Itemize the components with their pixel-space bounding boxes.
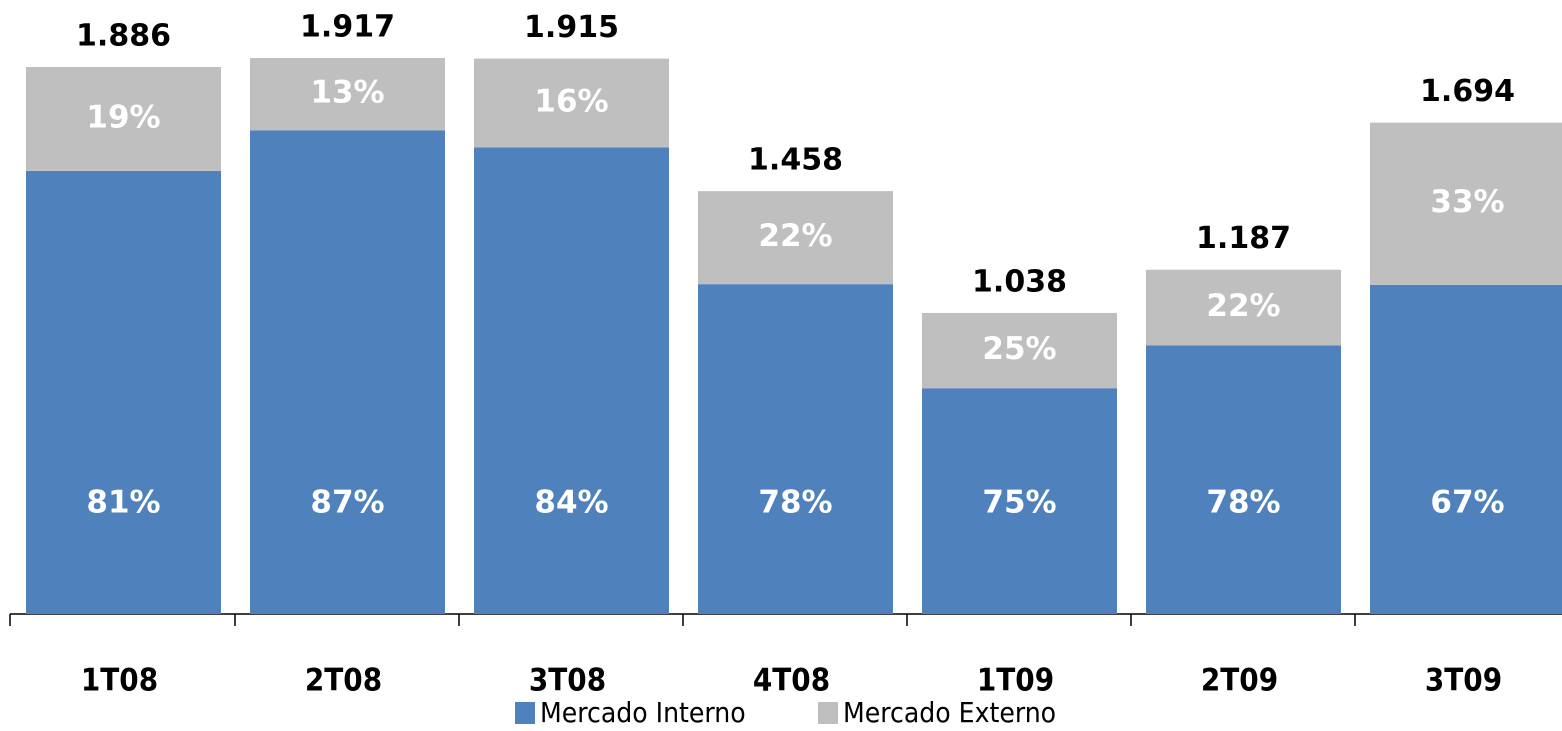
bar-segment	[250, 58, 445, 131]
data-label: 25%	[982, 331, 1056, 367]
bar-segment	[26, 170, 221, 614]
total-label: 1.886	[76, 18, 171, 53]
data-label: 67%	[1430, 485, 1504, 521]
bar-segment	[474, 147, 669, 614]
data-label: 81%	[86, 485, 160, 521]
bar-segment	[1146, 269, 1341, 346]
legend-swatch	[818, 702, 838, 724]
data-label: 22%	[1206, 288, 1280, 324]
bar-segment	[26, 66, 221, 171]
x-tick-label: 4T08	[753, 663, 830, 699]
legend-label: Mercado Interno	[540, 696, 746, 729]
total-label: 1.694	[1420, 74, 1515, 109]
legend-label: Mercado Externo	[843, 696, 1056, 729]
bar-segment	[922, 312, 1117, 389]
bar-segment	[1146, 345, 1341, 614]
data-label: 13%	[310, 75, 384, 111]
data-label: 16%	[534, 84, 608, 120]
total-label: 1.917	[300, 10, 395, 45]
total-label: 1.915	[524, 10, 619, 45]
total-label: 1.038	[972, 264, 1067, 299]
bar-segment	[1370, 284, 1562, 614]
bar-segment	[474, 58, 669, 148]
x-tick-label: 3T09	[1425, 663, 1502, 699]
data-label: 78%	[1206, 485, 1280, 521]
total-label: 1.187	[1196, 221, 1291, 256]
legend-swatch	[515, 702, 535, 724]
data-label: 87%	[310, 485, 384, 521]
bar-segment	[922, 388, 1117, 614]
x-tick-label: 1T09	[977, 663, 1054, 699]
bar-segment	[250, 130, 445, 614]
data-label: 33%	[1430, 184, 1504, 220]
data-label: 19%	[86, 99, 160, 135]
data-label: 84%	[534, 485, 608, 521]
bar-segment	[698, 284, 893, 614]
data-label: 75%	[982, 485, 1056, 521]
x-tick-label: 3T08	[529, 663, 606, 699]
data-label: 78%	[758, 485, 832, 521]
x-tick-label: 2T08	[305, 663, 382, 699]
total-label: 1.458	[748, 143, 843, 178]
x-tick-label: 1T08	[81, 663, 158, 699]
bar-segment	[1370, 122, 1562, 285]
bar-segment	[698, 191, 893, 285]
x-tick-label: 2T09	[1201, 663, 1278, 699]
data-label: 22%	[758, 218, 832, 254]
